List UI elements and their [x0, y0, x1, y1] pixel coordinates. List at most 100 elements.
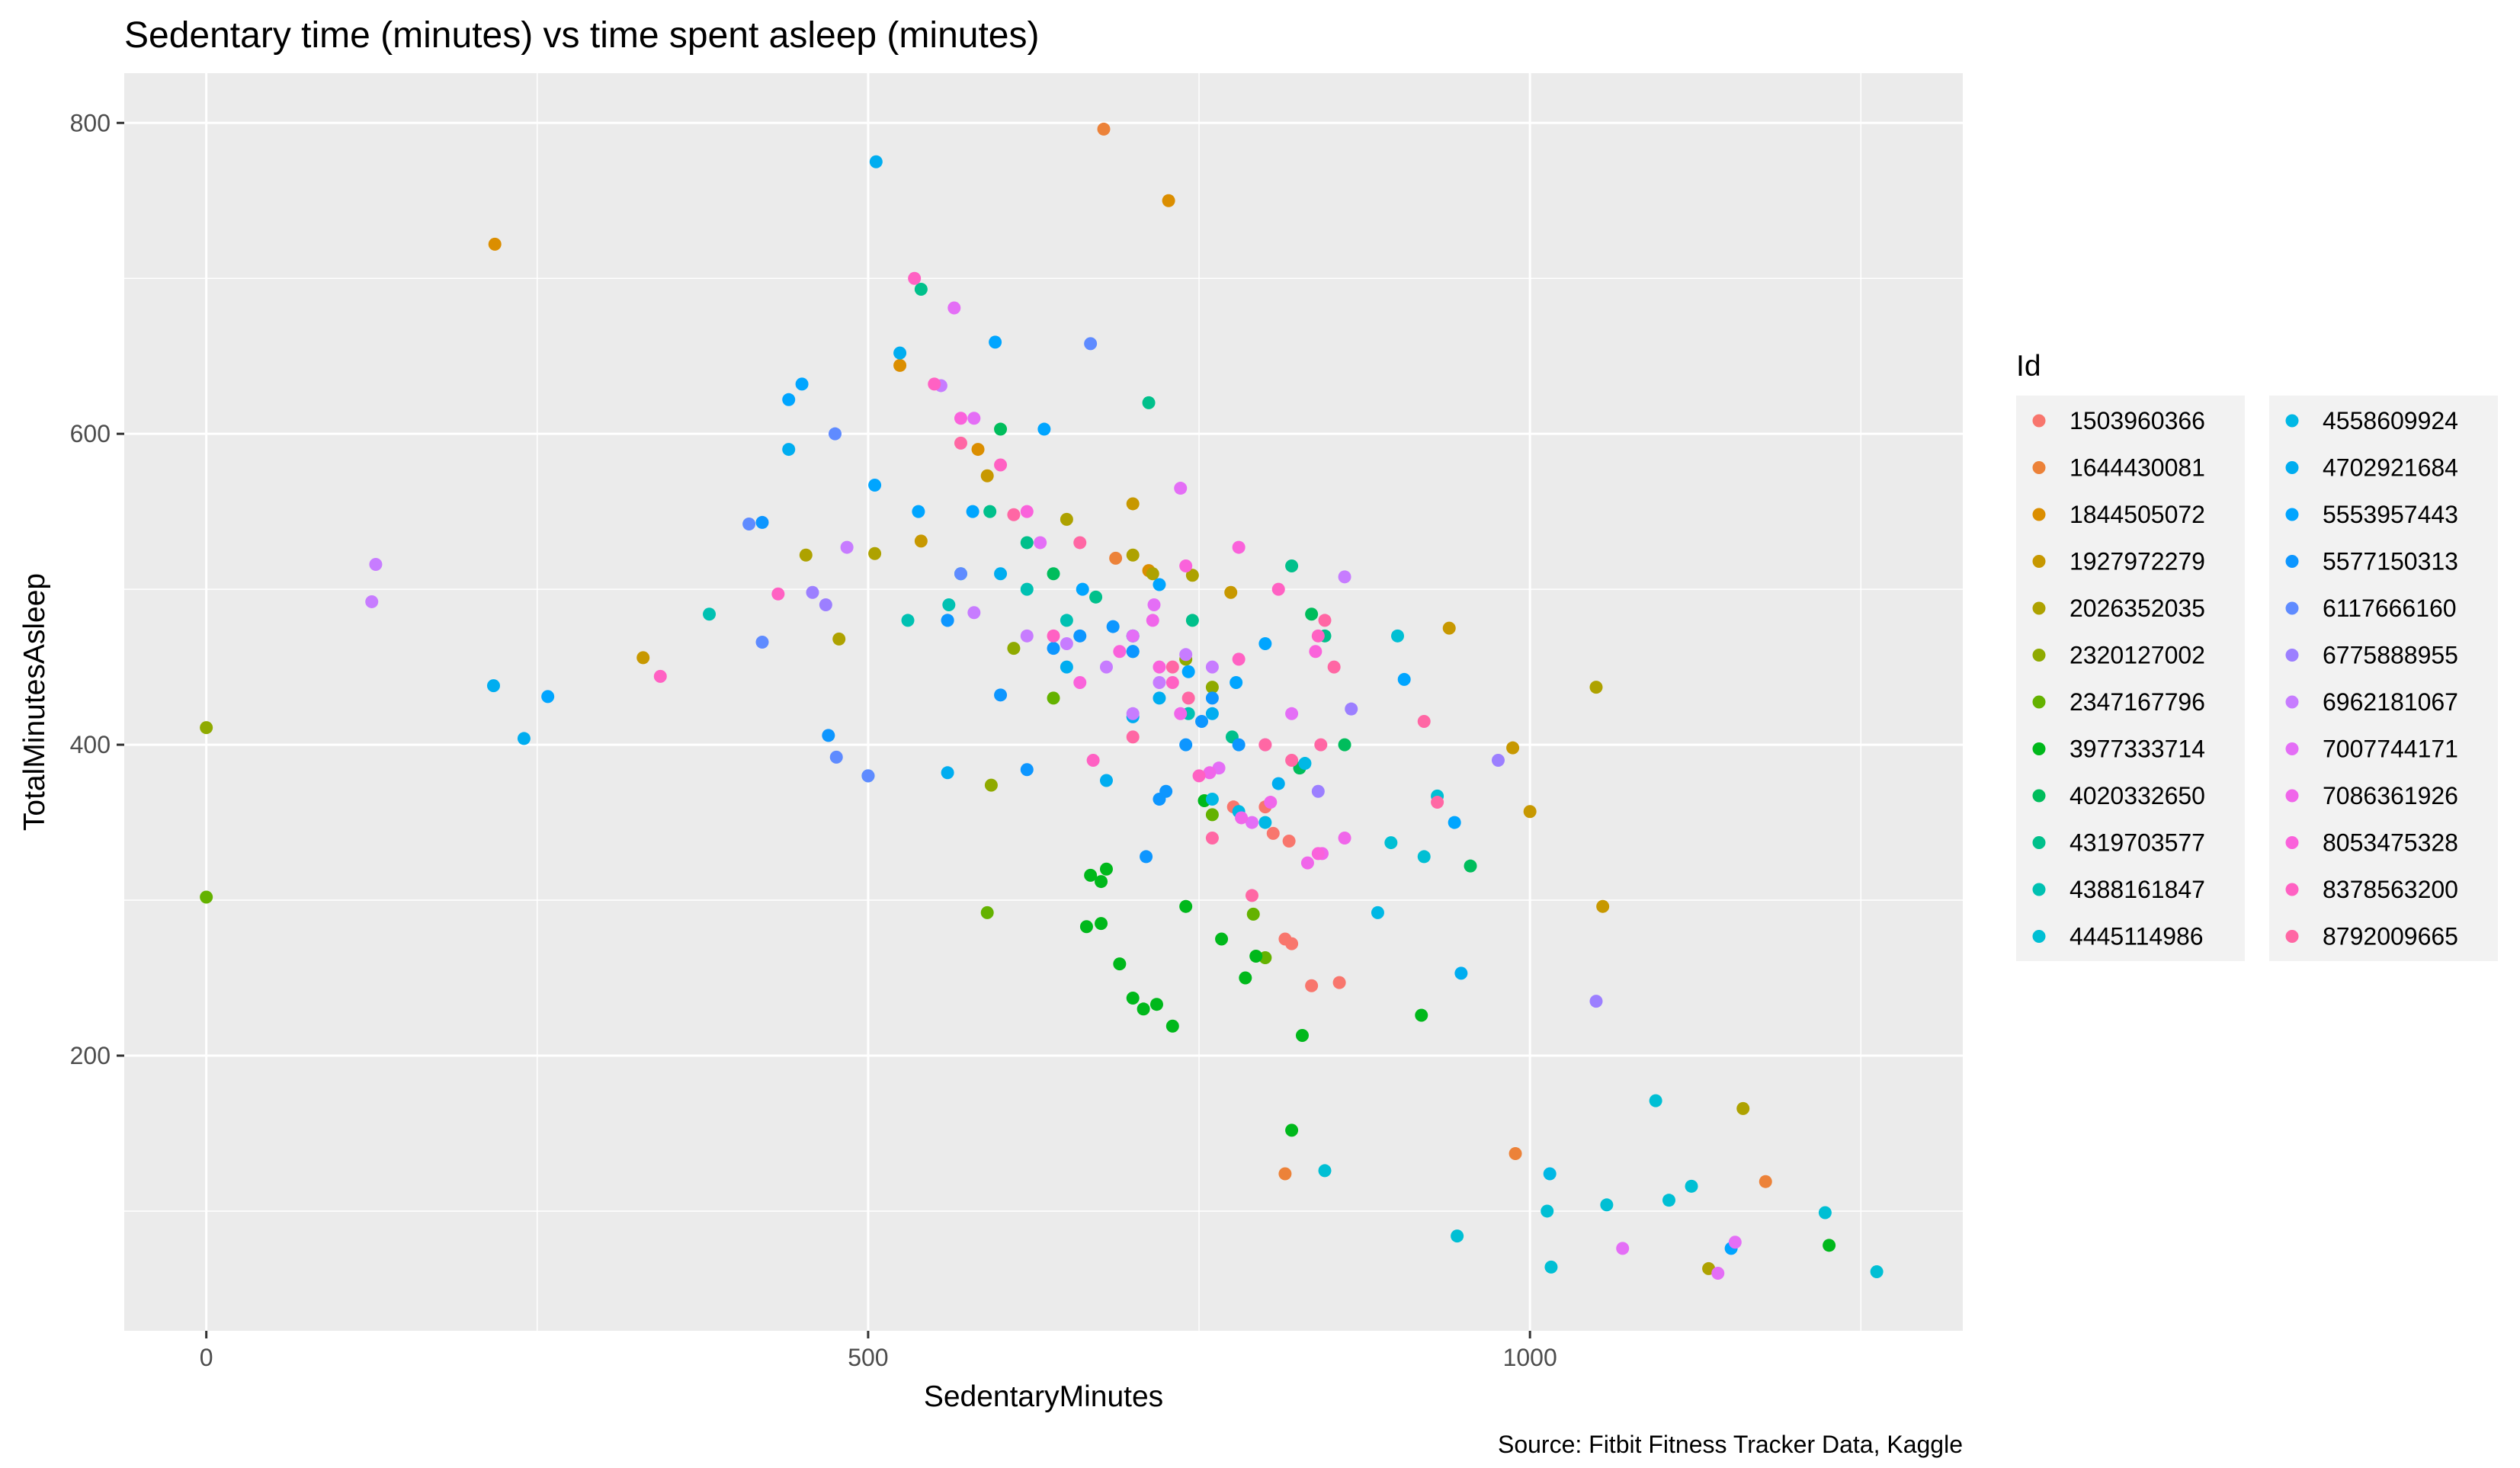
legend-label: 5577150313 [2323, 548, 2458, 575]
legend-label: 6962181067 [2323, 688, 2458, 716]
data-points [200, 122, 1884, 1280]
data-point [994, 688, 1008, 702]
data-point [1448, 816, 1461, 829]
legend-label: 7086361926 [2323, 782, 2458, 809]
data-point [1126, 629, 1140, 643]
data-point [517, 732, 531, 745]
data-point [1089, 590, 1103, 604]
data-point [1264, 796, 1278, 809]
legend-key [2285, 930, 2299, 943]
data-point [1759, 1175, 1772, 1188]
data-point [1179, 738, 1193, 752]
data-point [861, 769, 875, 783]
legend-key [2285, 414, 2299, 428]
data-point [541, 690, 555, 704]
data-point [1162, 194, 1175, 207]
legend-key-background [2269, 396, 2498, 961]
data-point [1685, 1179, 1698, 1193]
data-point [1146, 567, 1159, 581]
data-point [868, 546, 882, 560]
data-point [1179, 559, 1193, 573]
data-point [1079, 920, 1093, 934]
data-point [1232, 540, 1246, 554]
data-point [1192, 769, 1206, 783]
data-point [1258, 738, 1272, 752]
legend-key [2285, 836, 2299, 849]
data-point [1149, 998, 1163, 1011]
data-point [1311, 629, 1325, 643]
legend-key [2285, 508, 2299, 521]
legend-label: 6117666160 [2323, 595, 2457, 622]
legend-label: 1844505072 [2070, 501, 2205, 528]
data-point [1415, 1008, 1428, 1022]
data-point [1285, 1123, 1299, 1137]
data-point [1271, 777, 1285, 790]
data-point [869, 155, 883, 168]
data-point [1140, 850, 1153, 864]
data-point [908, 271, 922, 285]
data-point [1309, 645, 1323, 659]
data-point [1113, 645, 1127, 659]
data-point [1311, 784, 1325, 798]
data-point [1282, 835, 1296, 848]
data-point [1235, 811, 1249, 825]
legend-label: 2347167796 [2070, 688, 2205, 716]
data-point [829, 427, 842, 441]
data-point [1818, 1206, 1832, 1220]
data-point [1305, 607, 1319, 621]
legend-label: 8053475328 [2323, 829, 2458, 857]
y-tick-label: 200 [70, 1042, 111, 1069]
data-point [200, 890, 213, 904]
data-point [1084, 868, 1098, 882]
data-point [1174, 482, 1188, 495]
data-point [1649, 1094, 1662, 1107]
data-point [1442, 621, 1456, 635]
legend-label: 4702921684 [2323, 454, 2458, 482]
data-point [1271, 582, 1285, 596]
data-point [1159, 784, 1173, 798]
legend-label: 2320127002 [2070, 642, 2205, 669]
data-point [1126, 645, 1140, 659]
data-point [1047, 567, 1060, 581]
data-point [1099, 660, 1113, 674]
data-point [1047, 642, 1060, 655]
data-point [1037, 422, 1051, 436]
legend-key [2032, 883, 2046, 896]
data-point [1165, 660, 1179, 674]
data-point [1181, 691, 1195, 705]
data-point [893, 346, 907, 360]
data-point [1147, 598, 1161, 612]
legend-key [2032, 742, 2046, 755]
legend-label: 4020332650 [2070, 782, 2205, 809]
data-point [914, 282, 928, 296]
data-point [1338, 738, 1351, 752]
grid-minor [124, 73, 1963, 1331]
data-point [1491, 753, 1505, 767]
data-point [1205, 660, 1219, 674]
data-point [1600, 1198, 1614, 1212]
data-point [1266, 826, 1280, 840]
data-point [1126, 730, 1140, 744]
data-point [1245, 816, 1258, 829]
data-point [966, 505, 979, 518]
data-point [1047, 629, 1060, 643]
data-point [1662, 1194, 1675, 1207]
data-point [653, 669, 667, 683]
data-point [488, 237, 502, 251]
data-point [1020, 582, 1034, 596]
data-point [1007, 642, 1021, 655]
plot-panel [124, 73, 1963, 1331]
data-point [1431, 796, 1444, 809]
legend-label: 1503960366 [2070, 407, 2205, 434]
data-point [1205, 707, 1219, 720]
legend-key [2285, 601, 2299, 615]
data-point [1224, 585, 1238, 599]
data-point [755, 515, 769, 529]
data-point [1181, 665, 1195, 678]
data-point [1099, 774, 1113, 787]
legend-label: 4388161847 [2070, 876, 2205, 903]
y-tick-label: 400 [70, 731, 111, 758]
data-point [1384, 836, 1398, 850]
data-point [1205, 808, 1219, 822]
